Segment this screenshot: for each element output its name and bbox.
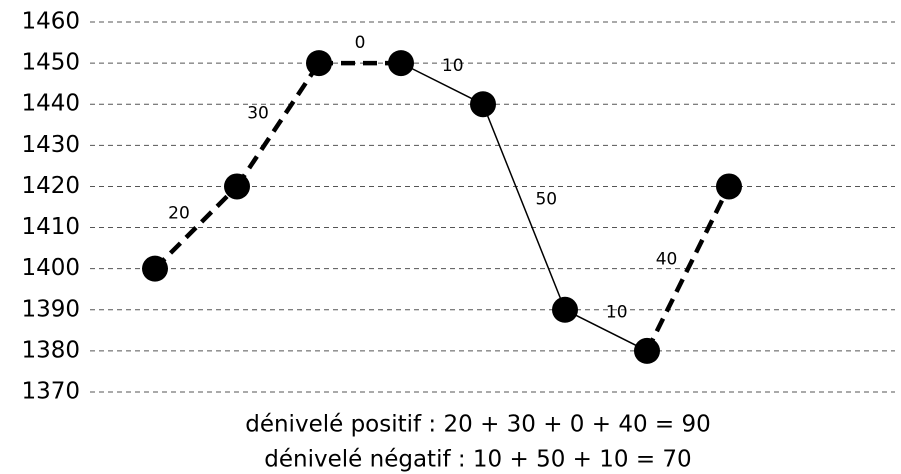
segment-label: 10 xyxy=(442,56,464,76)
segment xyxy=(400,62,484,105)
y-tick-label: 1380 xyxy=(21,337,80,363)
point xyxy=(142,255,168,282)
segment xyxy=(153,184,239,271)
point xyxy=(470,91,496,118)
y-tick-label: 1440 xyxy=(21,91,80,117)
y-tick-label: 1460 xyxy=(21,9,80,35)
annotation: dénivelé positif : 20 + 30 + 0 + 40 = 90 xyxy=(245,412,711,438)
segment xyxy=(482,103,566,311)
segment xyxy=(564,309,648,352)
y-tick-label: 1420 xyxy=(21,173,80,199)
y-tick-label: 1370 xyxy=(21,379,80,405)
y-tick-label: 1390 xyxy=(21,296,80,322)
segment-label: 20 xyxy=(168,203,190,223)
y-tick-label: 1410 xyxy=(21,214,80,240)
segment-label: 40 xyxy=(656,250,678,270)
point xyxy=(306,50,332,77)
point xyxy=(388,50,414,77)
y-tick-label: 1430 xyxy=(21,132,80,158)
segment-label: 10 xyxy=(606,302,628,322)
annotation: dénivelé négatif : 10 + 50 + 10 = 70 xyxy=(264,447,691,473)
point xyxy=(224,173,250,200)
y-tick-label: 1450 xyxy=(21,50,80,76)
segment xyxy=(644,185,732,352)
segment xyxy=(235,61,321,188)
point xyxy=(552,296,578,323)
segment-label: 0 xyxy=(355,33,366,53)
segment-label: 30 xyxy=(247,104,269,124)
segment-label: 50 xyxy=(535,190,557,210)
y-tick-label: 1400 xyxy=(21,255,80,281)
point xyxy=(634,337,660,364)
point xyxy=(716,173,742,200)
